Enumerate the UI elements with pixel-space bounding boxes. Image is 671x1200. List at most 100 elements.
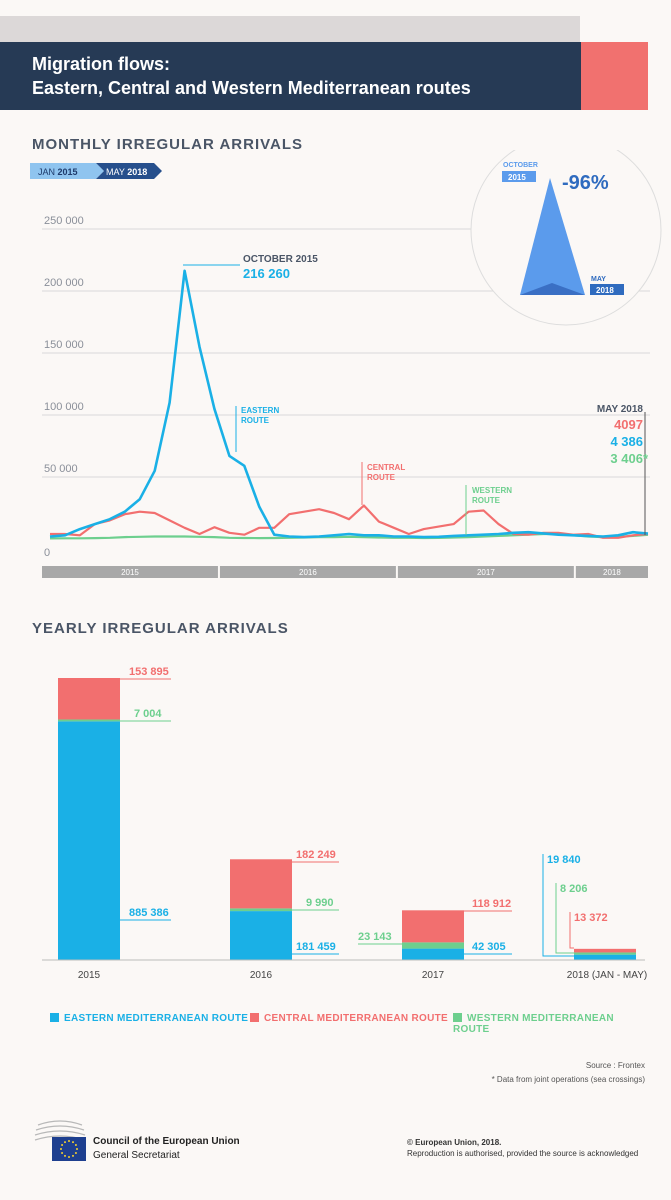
year-band-label: 2017 <box>477 568 495 577</box>
monthly-y-ticks: 0 50 000 100 000 150 000 200 000 250 000 <box>44 215 84 559</box>
legend-label-central: CENTRAL MEDITERRANEAN ROUTE <box>264 1013 449 1024</box>
value-leader-line <box>555 883 574 954</box>
y-tick-label: 100 000 <box>44 401 84 413</box>
y-tick-label: 150 000 <box>44 339 84 351</box>
footer-reproduction: Reproduction is authorised, provided the… <box>407 1149 639 1158</box>
y-tick-label: 50 000 <box>44 463 78 475</box>
header-title-box: Migration flows: Eastern, Central and We… <box>0 42 581 110</box>
footnote: * Data from joint operations (sea crossi… <box>491 1075 645 1084</box>
central-route-label-1: CENTRAL <box>367 463 405 472</box>
peak-value: 216 260 <box>243 266 290 281</box>
value-label: 885 386 <box>129 907 169 919</box>
western-route-label-1: WESTERN <box>472 486 512 495</box>
monthly-section-title: MONTHLY IRREGULAR ARRIVALS <box>32 136 304 153</box>
range-end-text: MAY 2018 <box>106 167 147 177</box>
footer-org-line1: Council of the European Union <box>93 1136 240 1147</box>
legend-label-western: WESTERN MEDITERRANEAN ROUTE <box>453 1013 614 1035</box>
page-title-line1: Migration flows: <box>32 54 170 74</box>
footer-copyright-block: © European Union, 2018. Reproduction is … <box>407 1138 638 1158</box>
page-title-line2: Eastern, Central and Western Mediterrane… <box>32 78 471 98</box>
yearly-labels: 2015 2016 2017 2018 (JAN - MAY) 153 895 7 004… <box>78 666 647 981</box>
range-start-badge <box>30 163 104 179</box>
year-band-label: 2016 <box>299 568 317 577</box>
bar-2018-central <box>574 948 636 953</box>
value-label: 9 990 <box>306 897 334 909</box>
bar-2016-central <box>230 859 292 909</box>
y-tick-label: 200 000 <box>44 277 84 289</box>
year-band-label: 2015 <box>121 568 139 577</box>
eu-star <box>74 1144 77 1146</box>
latest-label: MAY 2018 <box>597 404 644 415</box>
monthly-series-lines <box>49 269 649 540</box>
year-band-2015 <box>42 566 218 578</box>
eu-star <box>68 1140 70 1142</box>
legend-item-central: CENTRAL MEDITERRANEAN ROUTE <box>250 1013 448 1024</box>
category-label: 2016 <box>250 970 273 981</box>
year-band-2018 <box>575 566 648 578</box>
peak-label: OCTOBER 2015 <box>243 254 318 265</box>
value-label: 13 372 <box>574 912 608 924</box>
eu-star <box>68 1156 70 1158</box>
range-end-badge <box>96 163 162 179</box>
council-logo <box>34 1120 86 1161</box>
bar-2017-eastern <box>402 948 464 960</box>
inset-end-badge <box>590 284 624 295</box>
year-band-2017 <box>397 566 574 578</box>
year-band-label: 2018 <box>603 568 621 577</box>
inset-end-month: MAY <box>591 276 606 283</box>
value-leader-line <box>569 912 574 949</box>
category-label: 2017 <box>422 970 445 981</box>
value-label: 153 895 <box>129 666 169 678</box>
legend: EASTERN MEDITERRANEAN ROUTE CENTRAL MEDI… <box>50 1013 650 1035</box>
value-label: 8 206 <box>560 883 588 895</box>
yearly-section-title: YEARLY IRREGULAR ARRIVALS <box>32 620 289 637</box>
eastern-route-label-2: ROUTE <box>241 416 270 425</box>
source-note: Source : Frontex <box>585 1061 645 1070</box>
legend-item-western: WESTERN MEDITERRANEAN ROUTE <box>453 1013 650 1035</box>
value-label: 181 459 <box>296 941 336 953</box>
bar-2017-western <box>402 942 464 949</box>
footer-org-line2: General Secretariat <box>93 1150 180 1161</box>
eu-star <box>72 1141 74 1144</box>
inset-change-value: -96% <box>562 172 609 194</box>
eu-star <box>74 1152 77 1154</box>
legend-swatch-eastern <box>50 1013 59 1022</box>
eu-star <box>64 1141 66 1144</box>
western-route-label-2: ROUTE <box>472 496 501 505</box>
inset-start-year: 2015 <box>508 173 526 182</box>
value-label: 118 912 <box>472 898 511 910</box>
legend-swatch-western <box>453 1013 462 1022</box>
bar-2015-eastern <box>58 721 120 960</box>
header-accent-block <box>581 42 648 110</box>
bar-2016-eastern <box>230 911 292 960</box>
inset-start-badge <box>502 171 536 182</box>
value-label: 7 004 <box>134 708 162 720</box>
yearly-bar-chart: 2015 2016 2017 2018 (JAN - MAY) 153 895 7 004… <box>42 666 647 981</box>
legend-item-eastern: EASTERN MEDITERRANEAN ROUTE <box>50 1013 248 1024</box>
range-start-text: JAN 2015 <box>38 167 78 177</box>
bar-2015-western <box>58 719 120 722</box>
bar-2017-central <box>402 910 464 943</box>
latest-central-value: 4097 <box>614 417 643 432</box>
header-grey-bar <box>0 16 580 42</box>
inset-triangle <box>520 178 585 295</box>
legend-swatch-central <box>250 1013 259 1022</box>
footer-org: Council of the European Union General Se… <box>93 1136 240 1161</box>
monthly-year-band: 2015 2016 2017 2018 <box>42 566 648 578</box>
bar-2016-western <box>230 908 292 912</box>
bar-2018-eastern <box>574 954 636 960</box>
eu-star <box>61 1144 64 1146</box>
yearly-bars <box>58 678 636 960</box>
latest-eastern-value: 4 386 <box>610 434 643 449</box>
value-label: 42 305 <box>472 941 506 953</box>
inset-triangle-base <box>520 283 585 295</box>
eu-star <box>60 1148 62 1150</box>
central-route-label-2: ROUTE <box>367 473 396 482</box>
value-leader-line <box>542 854 574 957</box>
category-label: 2018 (JAN - MAY) <box>567 970 647 981</box>
eu-star <box>72 1154 74 1157</box>
eu-star <box>61 1152 64 1154</box>
footer-copyright: © European Union, 2018. <box>407 1138 502 1147</box>
value-label: 182 249 <box>296 849 336 861</box>
legend-label-eastern: EASTERN MEDITERRANEAN ROUTE <box>64 1013 249 1024</box>
